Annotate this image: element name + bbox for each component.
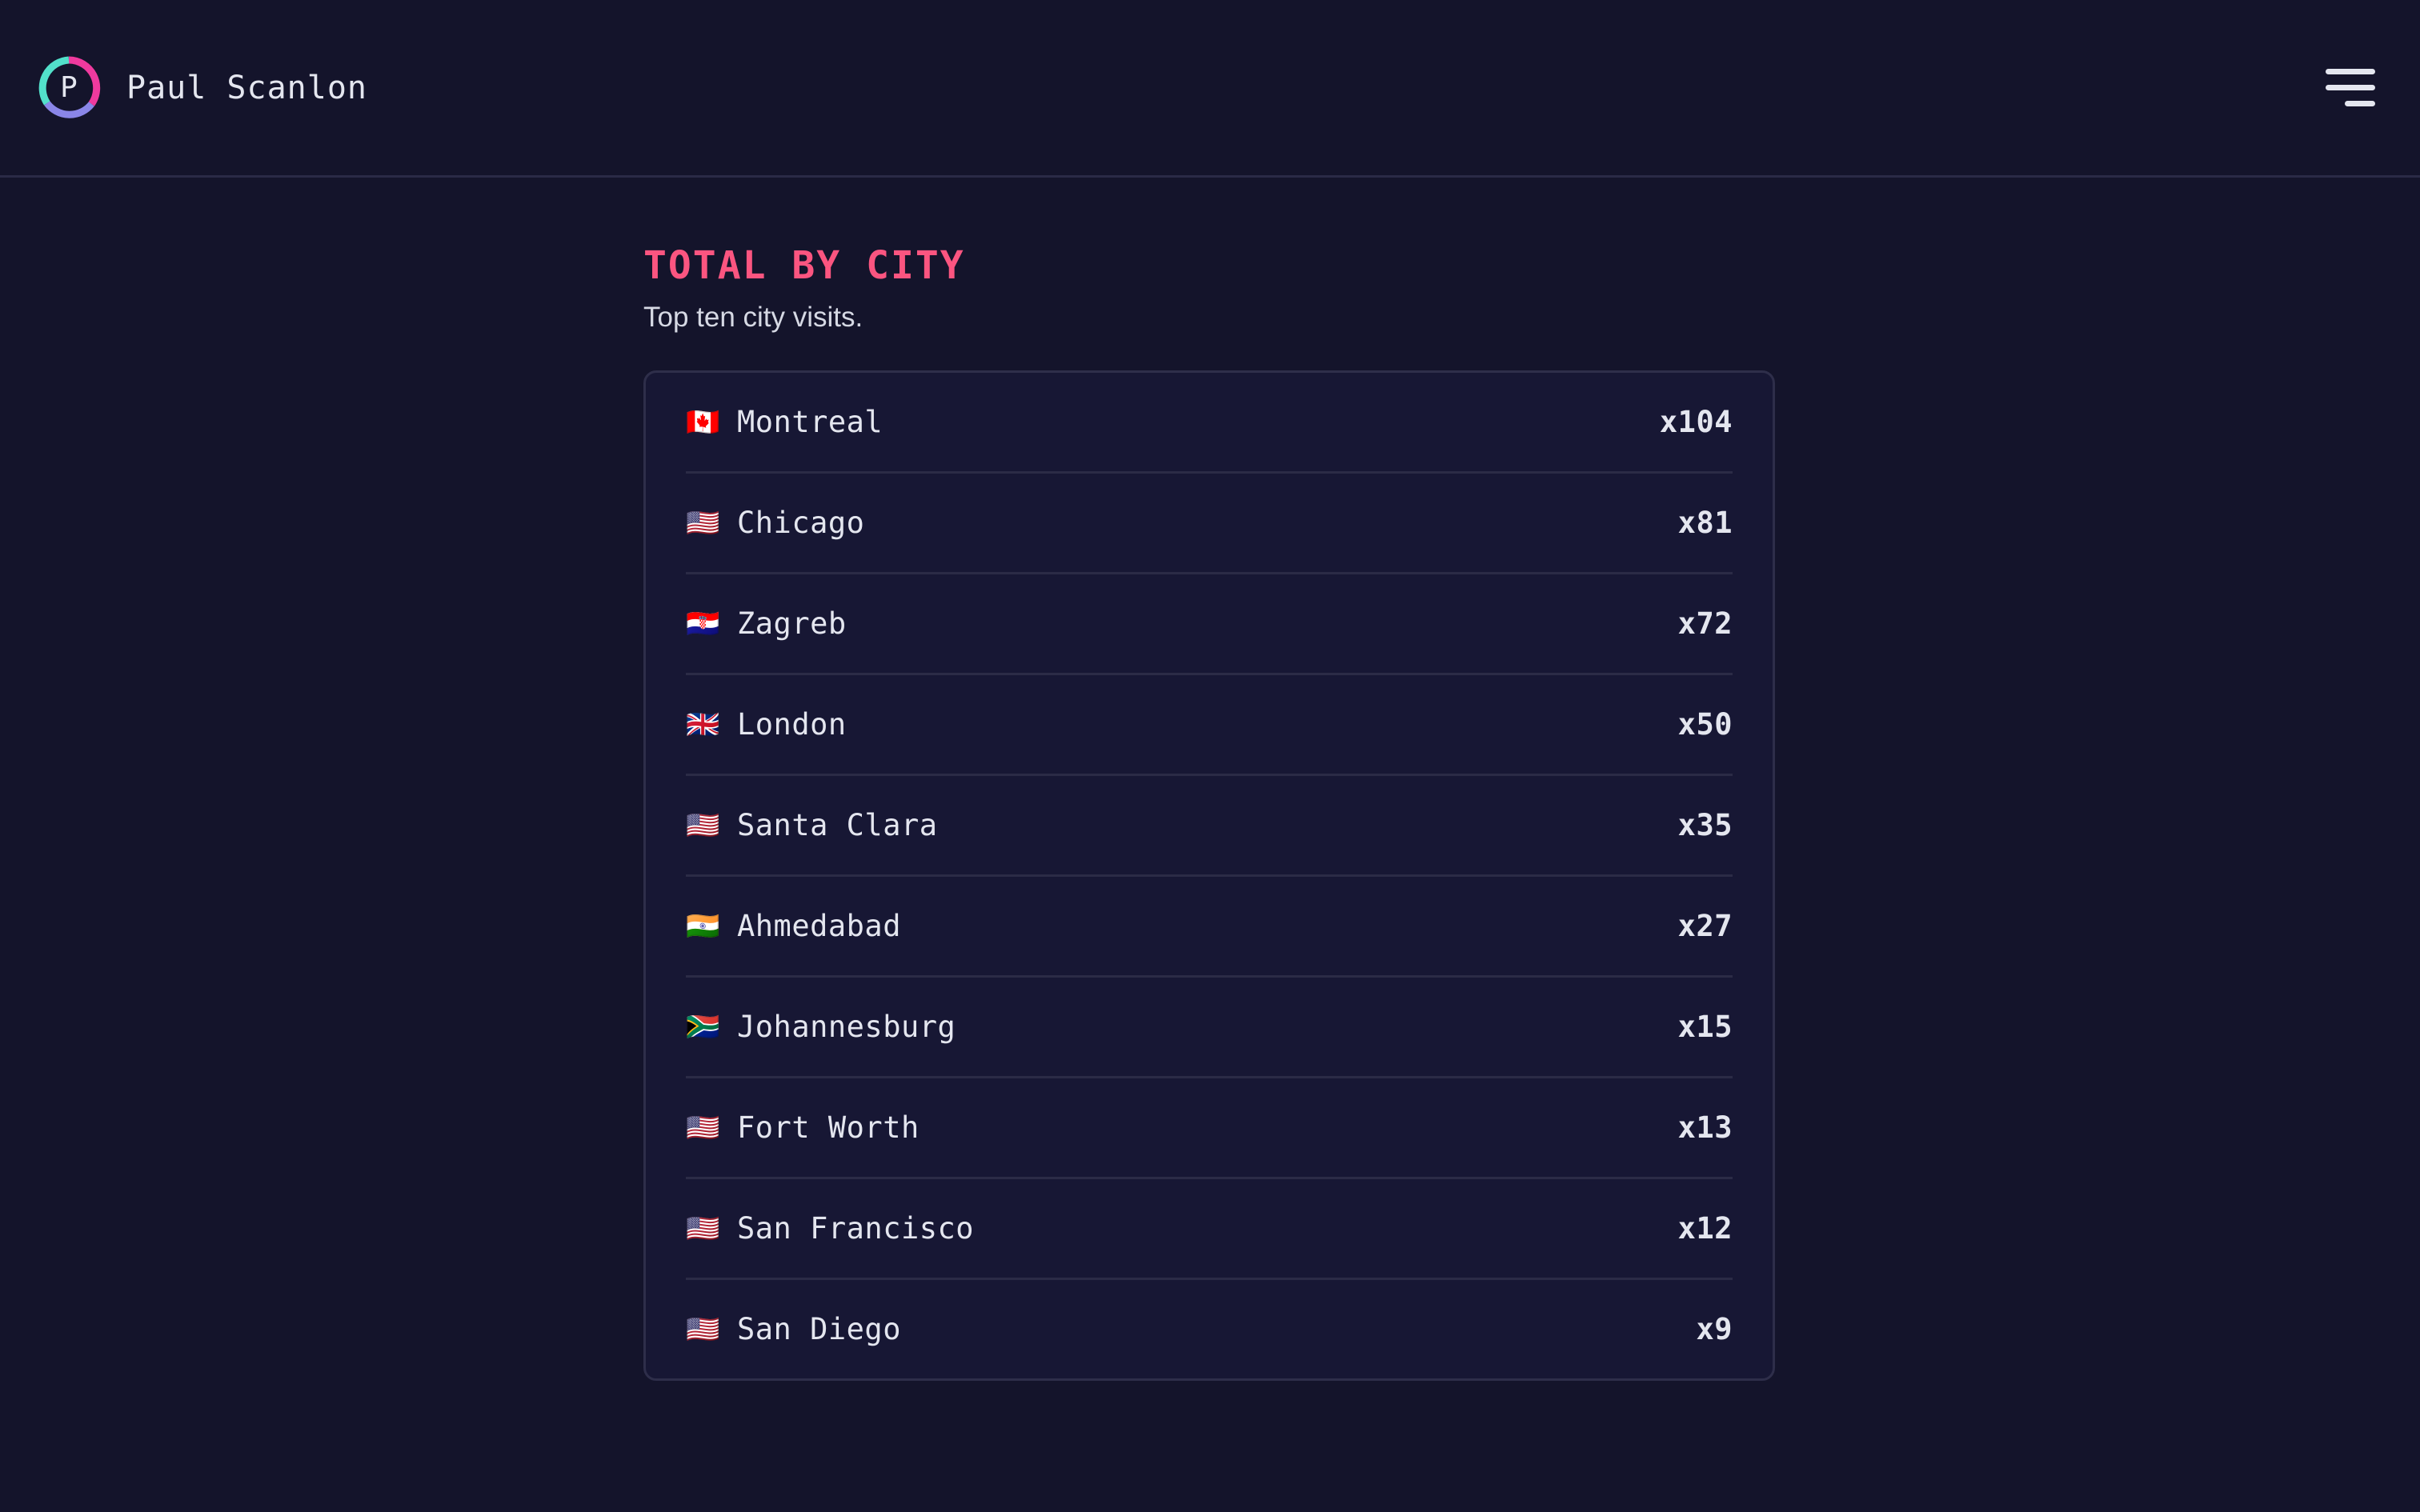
city-row: 🇬🇧 London x50	[686, 675, 1733, 777]
logo-letter: P	[60, 71, 78, 104]
city-row-label-group: 🇨🇦 Montreal	[686, 405, 1660, 439]
city-list-card: 🇨🇦 Montreal x104 🇺🇸 Chicago x81 🇭🇷 Zagreb x72 🇬🇧 L…	[643, 370, 1775, 1382]
avatar-ring-logo-icon: P	[35, 54, 102, 122]
city-visit-count: x35	[1677, 808, 1733, 843]
city-row-label-group: 🇺🇸 San Diego	[686, 1312, 1696, 1346]
flag-india-icon: 🇮🇳	[686, 910, 720, 942]
city-row: 🇺🇸 San Diego x9	[686, 1280, 1733, 1378]
city-name: Santa Clara	[737, 808, 938, 843]
flag-united-states-icon: 🇺🇸	[686, 809, 720, 842]
city-name: Johannesburg	[737, 1010, 956, 1045]
city-name: Zagreb	[737, 606, 847, 642]
flag-croatia-icon: 🇭🇷	[686, 607, 720, 640]
city-row-label-group: 🇿🇦 Johannesburg	[686, 1010, 1678, 1044]
city-name: San Diego	[737, 1312, 901, 1347]
total-by-city-section: TOTAL BY CITY Top ten city visits. 🇨🇦 Mon…	[643, 178, 1780, 1382]
city-row: 🇭🇷 Zagreb x72	[686, 574, 1733, 676]
flag-united-states-icon: 🇺🇸	[686, 1111, 720, 1144]
hamburger-bar-top	[2326, 69, 2375, 74]
city-row: 🇺🇸 San Francisco x12	[686, 1179, 1733, 1281]
city-name: San Francisco	[737, 1211, 975, 1246]
city-visit-count: x81	[1677, 506, 1733, 541]
city-row-label-group: 🇺🇸 San Francisco	[686, 1211, 1678, 1246]
city-row: 🇺🇸 Chicago x81	[686, 474, 1733, 575]
site-header: P Paul Scanlon	[0, 0, 2420, 178]
main-content: TOTAL BY CITY Top ten city visits. 🇨🇦 Mon…	[0, 178, 2420, 1382]
city-row: 🇮🇳 Ahmedabad x27	[686, 877, 1733, 978]
city-row-label-group: 🇺🇸 Fort Worth	[686, 1110, 1678, 1145]
city-row: 🇺🇸 Fort Worth x13	[686, 1078, 1733, 1180]
city-row: 🇺🇸 Santa Clara x35	[686, 776, 1733, 878]
brand-link[interactable]: P Paul Scanlon	[35, 54, 367, 122]
city-row: 🇿🇦 Johannesburg x15	[686, 978, 1733, 1079]
city-name: Ahmedabad	[737, 909, 901, 944]
brand-name: Paul Scanlon	[126, 69, 367, 106]
city-row-label-group: 🇺🇸 Chicago	[686, 506, 1678, 540]
city-visit-count: x13	[1677, 1110, 1733, 1146]
city-row-label-group: 🇭🇷 Zagreb	[686, 606, 1678, 641]
city-row-label-group: 🇮🇳 Ahmedabad	[686, 909, 1678, 943]
city-name: London	[737, 707, 847, 742]
city-row-label-group: 🇬🇧 London	[686, 707, 1678, 742]
flag-united-kingdom-icon: 🇬🇧	[686, 708, 720, 741]
city-visit-count: x72	[1677, 606, 1733, 642]
flag-canada-icon: 🇨🇦	[686, 406, 720, 438]
city-visit-count: x15	[1677, 1010, 1733, 1045]
city-visit-count: x50	[1677, 707, 1733, 742]
city-name: Chicago	[737, 506, 865, 541]
city-visit-count: x104	[1659, 405, 1733, 440]
flag-united-states-icon: 🇺🇸	[686, 1313, 720, 1346]
city-row: 🇨🇦 Montreal x104	[686, 373, 1733, 474]
flag-south-africa-icon: 🇿🇦	[686, 1010, 720, 1043]
hamburger-menu-icon[interactable]	[2318, 59, 2375, 117]
city-visit-count: x12	[1677, 1211, 1733, 1246]
city-name: Fort Worth	[737, 1110, 920, 1146]
hamburger-bar-middle	[2326, 85, 2375, 90]
city-visit-count: x9	[1696, 1312, 1733, 1347]
page-title: TOTAL BY CITY	[643, 243, 965, 288]
city-row-label-group: 🇺🇸 Santa Clara	[686, 808, 1678, 842]
city-visit-count: x27	[1677, 909, 1733, 944]
hamburger-bar-bottom	[2345, 101, 2375, 106]
flag-united-states-icon: 🇺🇸	[686, 1212, 720, 1245]
page-subtitle: Top ten city visits.	[643, 301, 863, 333]
flag-united-states-icon: 🇺🇸	[686, 506, 720, 539]
city-name: Montreal	[737, 405, 883, 440]
